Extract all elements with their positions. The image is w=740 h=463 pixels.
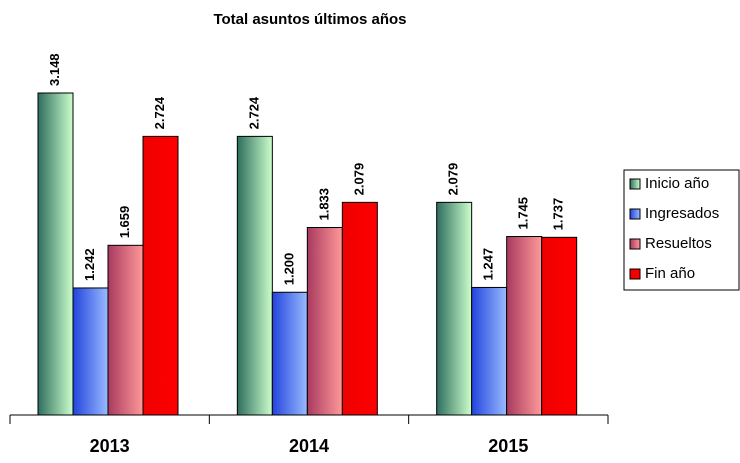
bar [541,236,578,416]
bar [236,135,273,416]
data-label: 1.737 [551,198,566,231]
bar [436,201,473,416]
data-label: 2.079 [351,163,366,196]
data-label: 1.659 [117,206,132,239]
data-label: 1.247 [481,248,496,281]
legend-label: Fin año [645,265,695,282]
bar [107,244,144,416]
x-tick-label: 2013 [90,436,130,456]
x-tick-label: 2015 [488,436,528,456]
legend-label: Resueltos [645,235,712,252]
bar [271,291,308,416]
bar [37,92,74,416]
legend-swatch [629,238,641,250]
legend-label: Ingresados [645,205,719,222]
bar [142,135,179,416]
legend-swatch [629,208,641,220]
legend-swatch [629,268,641,280]
data-label: 3.148 [47,53,62,86]
chart-title: Total asuntos últimos años [213,11,406,28]
data-label: 2.724 [152,96,167,129]
bar [471,286,508,416]
data-label: 1.242 [82,248,97,281]
data-label: 1.833 [316,188,331,221]
bar [506,236,543,416]
x-tick-label: 2014 [289,436,329,456]
legend-swatch [629,178,641,190]
legend-label: Inicio año [645,175,709,192]
data-label: 1.745 [516,197,531,230]
bar [306,227,343,416]
legend [623,169,740,291]
bar [72,287,109,416]
data-label: 2.079 [446,163,461,196]
data-label: 1.200 [281,253,296,286]
data-label: 2.724 [246,96,261,129]
bar [341,201,378,416]
